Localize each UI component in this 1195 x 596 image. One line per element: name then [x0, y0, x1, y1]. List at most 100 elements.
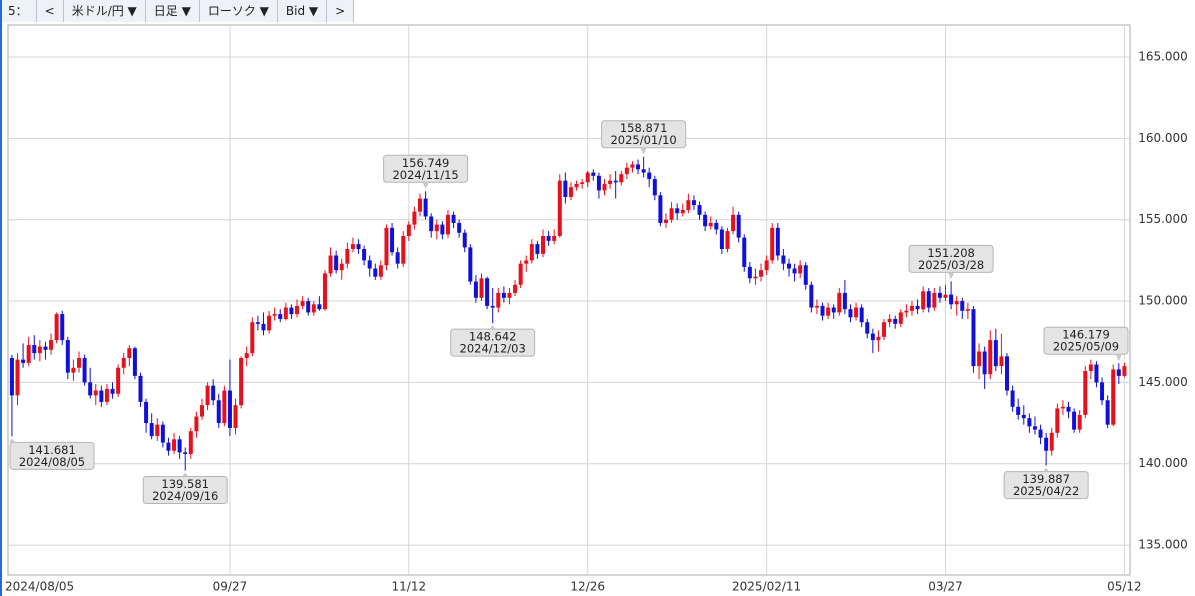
candle-body — [937, 292, 942, 298]
candle-body — [406, 224, 411, 236]
candle-body — [747, 266, 752, 279]
callout-value: 158.871 — [620, 121, 668, 135]
candle-body — [826, 307, 831, 316]
candle-body — [546, 235, 551, 241]
candle-body — [999, 356, 1004, 367]
candle-body — [378, 265, 383, 277]
candle-body — [188, 431, 193, 454]
candle-body — [149, 423, 154, 437]
candle-body — [99, 390, 104, 402]
grid — [8, 25, 1130, 575]
candle-body — [1077, 414, 1082, 430]
candle-body — [809, 284, 814, 308]
next-button[interactable]: > — [327, 0, 355, 22]
candle-body — [770, 227, 775, 261]
candle-body — [1105, 400, 1110, 425]
candle-body — [172, 439, 177, 451]
candle-body — [1094, 364, 1099, 383]
candle-body — [820, 305, 825, 316]
candle-body — [440, 224, 445, 235]
candle-body — [703, 214, 708, 227]
period-select[interactable]: 日足 ▼ — [145, 0, 200, 22]
candle-body — [1032, 426, 1037, 430]
candle-body — [675, 208, 680, 214]
callout-date: 2025/04/22 — [1013, 484, 1079, 498]
chart-type-select[interactable]: ローソク ▼ — [199, 0, 278, 22]
candle-body — [1049, 432, 1054, 451]
candle-body — [76, 357, 81, 368]
candle-body — [568, 187, 573, 197]
candle-body — [457, 222, 462, 233]
candle-body — [876, 336, 881, 341]
candle-body — [647, 172, 652, 180]
candle-body — [155, 424, 160, 437]
candle-body — [311, 304, 316, 313]
candle-body — [295, 305, 300, 315]
candle-body — [49, 340, 54, 350]
candle-body — [138, 375, 143, 402]
candle-body — [988, 340, 993, 375]
candle-body — [1088, 364, 1093, 372]
callout-date: 2025/05/09 — [1053, 340, 1119, 354]
toolbar-label: 5： — [0, 0, 37, 22]
y-tick-label: 135.000 — [1138, 538, 1188, 552]
pair-select[interactable]: 米ドル/円 ▼ — [63, 0, 146, 22]
candle-body — [423, 198, 428, 217]
candle-body — [697, 205, 702, 215]
candle-body — [608, 180, 613, 184]
candle-body — [624, 167, 629, 175]
callout-value: 151.208 — [927, 246, 975, 260]
candle-body — [781, 255, 786, 264]
candle-body — [663, 219, 668, 223]
candle-body — [183, 452, 188, 454]
candle-body — [350, 244, 355, 250]
candle-body — [641, 169, 646, 173]
x-tick-label: 09/27 — [213, 580, 248, 594]
candle-body — [244, 353, 249, 358]
candle-body — [887, 318, 892, 323]
candle-body — [239, 357, 244, 406]
candle-body — [166, 442, 171, 451]
x-tick-label: 2025/02/11 — [732, 580, 801, 594]
candle-body — [725, 231, 730, 250]
candle-body — [1055, 408, 1060, 433]
candle-body — [401, 235, 406, 264]
x-tick-label: 12/26 — [570, 580, 605, 594]
candle-body — [496, 292, 501, 308]
candle-body — [1027, 418, 1032, 427]
callout-box — [908, 244, 994, 273]
candle-body — [194, 416, 199, 432]
candle-body — [82, 357, 87, 383]
candle-body — [501, 292, 506, 298]
candle-body — [445, 214, 450, 235]
callout-date: 2024/09/16 — [152, 489, 218, 503]
callout-value: 141.681 — [28, 443, 76, 457]
callout-pointer — [1115, 354, 1122, 362]
y-tick-label: 145.000 — [1138, 375, 1188, 389]
callout-value: 146.179 — [1062, 328, 1110, 342]
candle-body — [267, 315, 272, 331]
candle-body — [904, 310, 909, 313]
candle-body — [429, 216, 434, 232]
price-select[interactable]: Bid ▼ — [277, 0, 328, 22]
candle-body — [216, 400, 221, 424]
candle-body — [529, 244, 534, 261]
candle-body — [848, 309, 853, 318]
candle-body — [803, 265, 808, 285]
candle-body — [652, 179, 657, 196]
candle-body — [563, 180, 568, 197]
candle-body — [837, 292, 842, 313]
candle-body — [272, 314, 277, 316]
candle-body — [88, 382, 93, 396]
callout-date: 2025/03/28 — [918, 258, 984, 272]
candle-body — [775, 227, 780, 256]
prev-button[interactable]: < — [36, 0, 64, 22]
candle-body — [949, 294, 954, 305]
